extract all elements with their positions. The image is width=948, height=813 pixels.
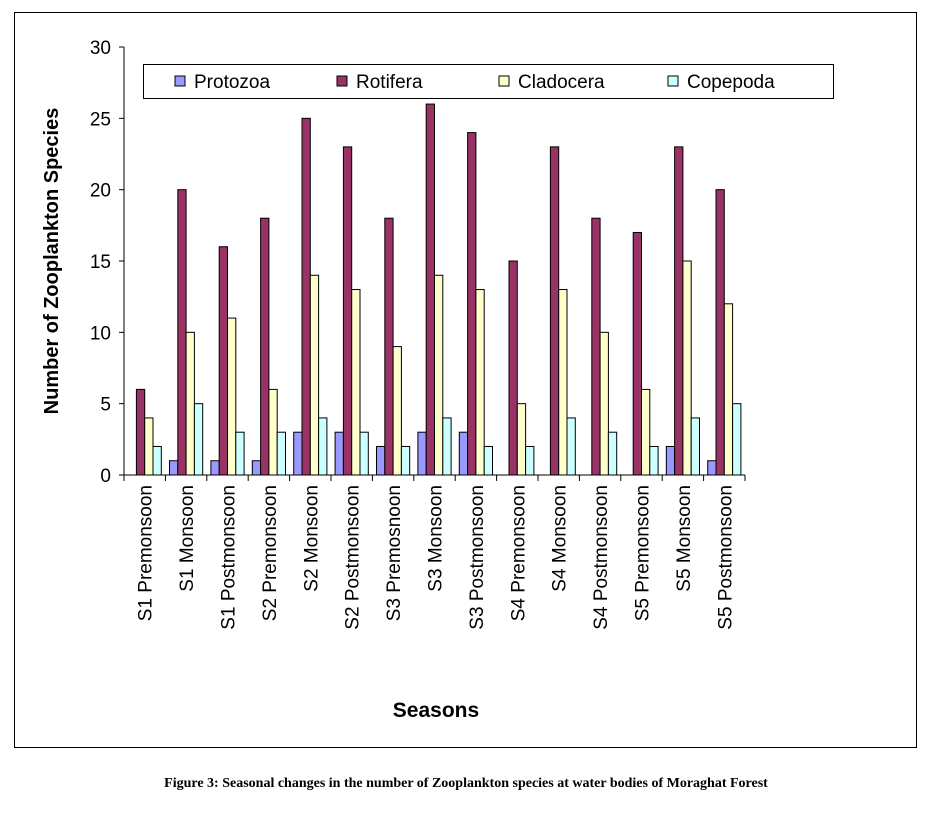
- bar-copepoda: [732, 403, 742, 476]
- legend-swatch-protozoa: [174, 75, 186, 87]
- legend-swatch-cladocera: [498, 75, 510, 87]
- x-tick-label: S2 Postmonsoon: [343, 485, 364, 630]
- bar-protozoa: [169, 460, 179, 476]
- bar-copepoda: [400, 445, 411, 476]
- bar-rotifera: [591, 217, 601, 476]
- bar-copepoda: [193, 403, 204, 476]
- bar-rotifera: [342, 146, 353, 476]
- x-tick-label: S5 Monsoon: [674, 485, 695, 592]
- bar-rotifera: [674, 146, 684, 476]
- bar-cladocera: [268, 388, 278, 476]
- bar-rotifera: [632, 231, 643, 476]
- bar-rotifera: [260, 217, 270, 476]
- x-tick-label: S4 Premonsoon: [508, 485, 529, 621]
- bar-protozoa: [417, 431, 427, 476]
- bar-copepoda: [442, 417, 452, 476]
- legend-label: Rotifera: [356, 72, 423, 93]
- y-tick-label: 0: [100, 466, 111, 487]
- bar-copepoda: [359, 431, 369, 476]
- legend-label: Protozoa: [194, 72, 270, 93]
- bar-protozoa: [376, 445, 386, 476]
- bar-cladocera: [641, 388, 651, 476]
- x-tick-label: S4 Postmonsoon: [591, 485, 612, 630]
- x-tick-label: S4 Monsoon: [550, 485, 571, 592]
- x-tick-label: S5 Premonsoon: [633, 485, 654, 621]
- y-axis-label: Number of Zooplankton Species: [41, 108, 63, 415]
- x-tick-label: S3 Monsoon: [426, 485, 447, 592]
- bar-protozoa: [707, 460, 717, 476]
- bar-cladocera: [351, 289, 361, 476]
- legend-swatch-copepoda: [667, 75, 679, 87]
- figure-caption: Figure 3: Seasonal changes in the number…: [164, 776, 768, 791]
- y-tick-label: 15: [90, 252, 111, 273]
- bar-protozoa: [293, 431, 303, 476]
- x-tick-label: S3 Postmonsoon: [467, 485, 488, 630]
- bar-cladocera: [434, 274, 444, 476]
- legend-box: [143, 64, 834, 99]
- bar-protozoa: [665, 445, 676, 476]
- bar-rotifera: [177, 189, 187, 476]
- bar-rotifera: [384, 217, 394, 476]
- bar-copepoda: [607, 431, 618, 476]
- y-tick-label: 5: [100, 395, 111, 416]
- bar-rotifera: [715, 189, 725, 476]
- y-tick-label: 20: [90, 181, 111, 202]
- bar-rotifera: [467, 132, 477, 476]
- bar-protozoa: [251, 460, 262, 476]
- bar-rotifera: [549, 146, 560, 476]
- bar-copepoda: [690, 417, 701, 476]
- bar-cladocera: [309, 274, 320, 476]
- bar-copepoda: [525, 445, 535, 476]
- bar-copepoda: [235, 431, 245, 476]
- bar-protozoa: [210, 460, 220, 476]
- bar-copepoda: [152, 445, 162, 476]
- bar-rotifera: [218, 246, 228, 476]
- bar-copepoda: [276, 431, 287, 476]
- bar-rotifera: [508, 260, 518, 476]
- y-tick-label: 25: [90, 109, 111, 130]
- bar-cladocera: [516, 403, 527, 476]
- bar-protozoa: [458, 431, 469, 476]
- x-tick-label: S1 Postmonsoon: [219, 485, 240, 630]
- bar-cladocera: [227, 317, 237, 476]
- x-axis-label: Seasons: [393, 699, 479, 722]
- bar-protozoa: [334, 431, 344, 476]
- bar-cladocera: [392, 346, 402, 476]
- bar-rotifera: [425, 103, 436, 476]
- bar-cladocera: [723, 303, 734, 476]
- y-tick-label: 30: [90, 38, 111, 59]
- x-tick-label: S5 Postmonsoon: [715, 485, 736, 630]
- bar-cladocera: [144, 417, 154, 476]
- bar-cladocera: [475, 289, 485, 476]
- y-tick-label: 10: [90, 323, 111, 344]
- bar-cladocera: [185, 331, 195, 476]
- bar-copepoda: [566, 417, 576, 476]
- chart-frame: [14, 12, 917, 748]
- x-tick-label: S1 Premonsoon: [136, 485, 157, 621]
- bar-copepoda: [318, 417, 328, 476]
- x-tick-label: S2 Monsoon: [301, 485, 322, 592]
- x-tick-label: S1 Monsoon: [177, 485, 198, 592]
- bar-copepoda: [483, 445, 494, 476]
- x-tick-label: S3 Premosnoon: [384, 485, 405, 621]
- bar-copepoda: [649, 445, 659, 476]
- legend-label: Copepoda: [687, 72, 775, 93]
- bar-rotifera: [301, 117, 311, 476]
- bar-cladocera: [599, 331, 609, 476]
- x-tick-label: S2 Premonsoon: [260, 485, 281, 621]
- legend-swatch-rotifera: [336, 75, 348, 87]
- legend-label: Cladocera: [518, 72, 605, 93]
- bar-cladocera: [682, 260, 692, 476]
- bar-rotifera: [135, 388, 146, 476]
- bar-cladocera: [558, 289, 568, 476]
